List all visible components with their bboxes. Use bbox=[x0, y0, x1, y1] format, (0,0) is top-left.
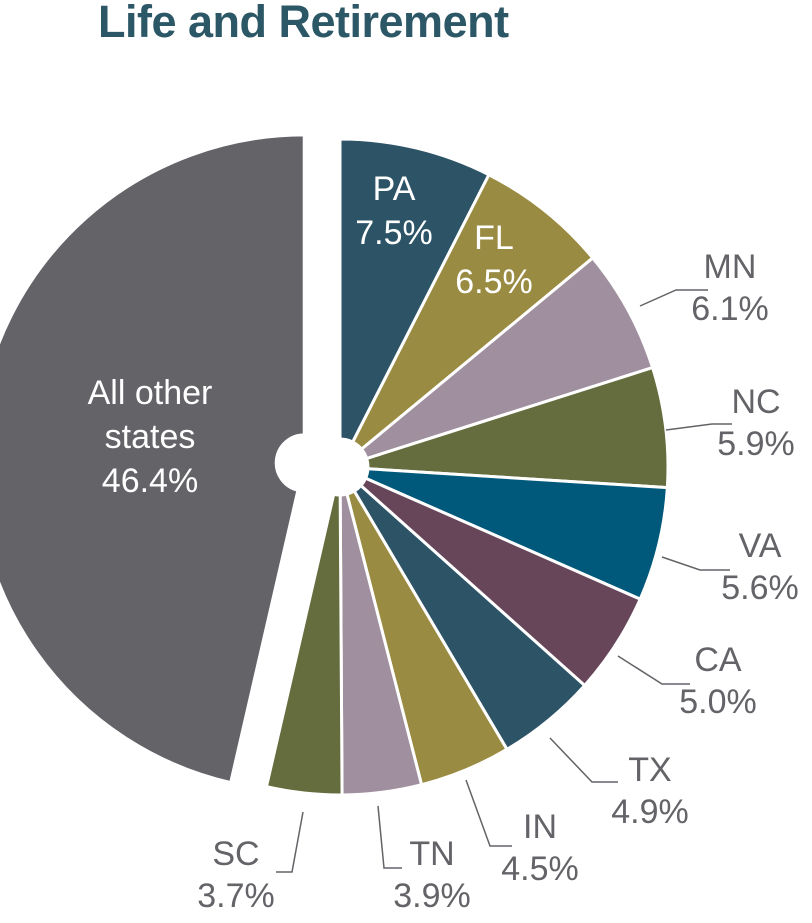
leader-line-ca bbox=[617, 655, 690, 685]
value-label-fl: 6.5% bbox=[455, 263, 533, 301]
pie-slice-nc bbox=[365, 366, 670, 490]
chart-title: Life and Retirement bbox=[98, 0, 509, 47]
leader-line-va bbox=[661, 556, 730, 571]
pie-slice-pa bbox=[338, 137, 491, 444]
leader-line-tn bbox=[377, 805, 402, 869]
pie-slice-va bbox=[364, 467, 669, 601]
pie-slice-in bbox=[345, 489, 509, 787]
pie-slice-fl bbox=[351, 173, 595, 451]
leader-line-tx bbox=[549, 737, 618, 783]
category-label-sc: SC bbox=[212, 835, 259, 873]
category-label-tn: TN bbox=[409, 835, 454, 873]
value-label-pa: 7.5% bbox=[355, 214, 433, 252]
pie-slice-all-other-states bbox=[0, 133, 306, 785]
leader-line-in bbox=[465, 779, 512, 847]
category-label-va: VA bbox=[739, 527, 782, 565]
value-label-all-other-states: 46.4% bbox=[102, 462, 198, 500]
value-label-sc: 3.7% bbox=[197, 877, 275, 915]
category-label-nc: NC bbox=[731, 383, 780, 421]
category-label-fl: FL bbox=[474, 219, 514, 257]
value-label-nc: 5.9% bbox=[717, 425, 795, 463]
category-label-all-other-states: states bbox=[105, 418, 196, 456]
value-label-tx: 4.9% bbox=[611, 793, 689, 831]
category-label-tx: TX bbox=[628, 751, 671, 789]
pie-slice-ca bbox=[359, 476, 642, 687]
value-label-in: 4.5% bbox=[501, 850, 579, 888]
leader-line-sc bbox=[276, 811, 304, 873]
category-label-in: IN bbox=[523, 808, 557, 846]
value-label-tn: 3.9% bbox=[393, 877, 471, 915]
category-label-all-other-states: All other bbox=[88, 374, 213, 412]
leader-line-nc bbox=[665, 423, 732, 431]
category-label-pa: PA bbox=[373, 170, 416, 208]
value-label-va: 5.6% bbox=[721, 569, 799, 607]
value-label-ca: 5.0% bbox=[679, 683, 757, 721]
category-label-mn: MN bbox=[704, 248, 757, 286]
leader-line-mn bbox=[639, 289, 708, 307]
value-label-mn: 6.1% bbox=[691, 290, 769, 328]
pie-slice-mn bbox=[360, 256, 655, 461]
category-label-ca: CA bbox=[694, 641, 742, 679]
pie-slice-sc bbox=[264, 492, 344, 797]
pie-slice-tx bbox=[352, 484, 587, 751]
